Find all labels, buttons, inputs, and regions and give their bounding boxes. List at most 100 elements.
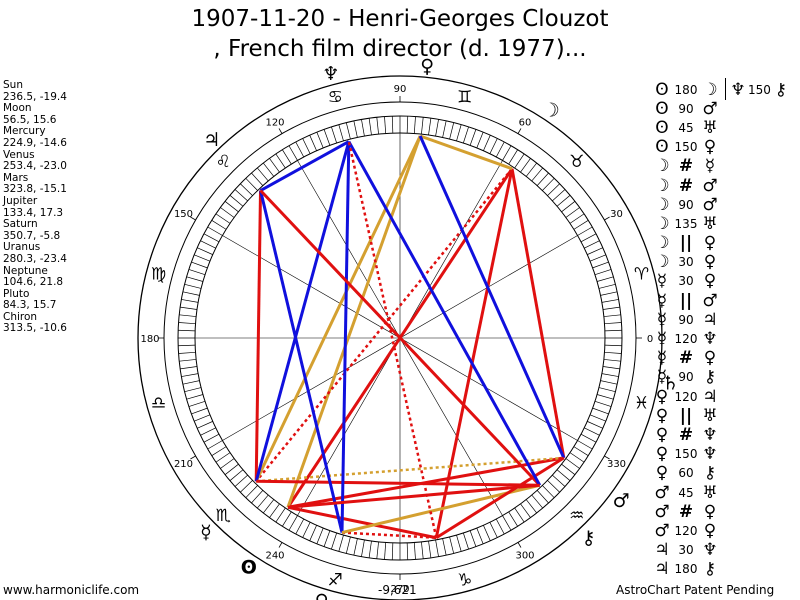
degree-tick <box>376 117 379 135</box>
degree-tick <box>502 515 512 531</box>
degree-tick <box>449 536 455 554</box>
aspect-planet-2: ♃ <box>702 386 718 407</box>
planet-position-neptune: 104.6, 21.8 <box>3 276 64 289</box>
degree-label: 300 <box>515 551 534 562</box>
aspect-planet-2: ♂ <box>702 194 718 215</box>
degree-label-tick <box>278 128 283 134</box>
degree-tick <box>580 233 597 243</box>
degree-label: 180 <box>140 334 159 345</box>
degree-tick <box>288 145 298 161</box>
degree-tick <box>600 380 618 385</box>
aspect-value: || <box>679 290 693 311</box>
degree-label: 0 <box>647 334 653 345</box>
degree-tick <box>224 201 239 213</box>
website-link[interactable]: www.harmoniclife.com <box>3 583 140 597</box>
zodiac-sign-icon: ♐ <box>328 570 343 590</box>
degree-tick <box>251 490 264 504</box>
planet-icon-uranus: ♅ <box>440 598 457 600</box>
degree-tick <box>182 291 200 296</box>
degree-tick <box>552 474 566 487</box>
planet-icon-venus: ♀ <box>315 591 329 600</box>
degree-tick <box>536 490 549 504</box>
degree-tick <box>604 344 622 347</box>
degree-label: 270 <box>390 584 409 595</box>
degree-tick <box>547 480 560 493</box>
degree-tick <box>186 276 204 282</box>
planet-name-saturn: Saturn <box>3 218 38 231</box>
degree-tick <box>323 530 331 547</box>
zodiac-sign-icon: ♒ <box>569 506 584 526</box>
patent-notice: AstroChart Patent Pending <box>616 583 775 597</box>
aspect-planet-2: ⚷ <box>703 463 717 484</box>
degree-tick <box>200 240 216 249</box>
aspect-value: 150 <box>748 82 771 97</box>
degree-tick <box>508 511 518 527</box>
aspect-planet-2: ♆ <box>702 329 718 350</box>
degree-tick <box>428 118 432 136</box>
aspect-planet-1: ♀ <box>655 405 669 426</box>
degree-tick <box>600 291 618 296</box>
degree-label: 60 <box>519 117 532 128</box>
planet-name-neptune: Neptune <box>3 264 48 277</box>
degree-tick <box>207 440 223 450</box>
aspect-value: || <box>679 405 693 426</box>
degree-tick <box>368 540 372 558</box>
degree-tick <box>345 536 351 554</box>
degree-tick <box>604 351 622 354</box>
degree-tick <box>194 414 211 422</box>
degree-tick <box>309 525 317 541</box>
degree-tick <box>406 116 409 134</box>
aspect-planet-2: ⚷ <box>703 559 717 580</box>
aspect-row: ☿ # ♀ <box>652 348 720 369</box>
degree-tick <box>421 541 424 559</box>
aspect-planet-1: ♀ <box>655 444 669 465</box>
degree-label-tick <box>278 542 283 548</box>
aspect-column-divider <box>725 78 726 100</box>
degree-tick <box>449 122 455 140</box>
aspect-value: 180 <box>674 82 698 97</box>
degree-tick <box>275 153 286 169</box>
degree-tick <box>520 158 531 173</box>
aspect-planet-2: ♀ <box>703 520 717 541</box>
degree-tick <box>338 534 344 552</box>
degree-tick <box>601 373 619 377</box>
aspect-planet-2: ☽ <box>702 79 718 100</box>
aspect-row: ☽ # ♂ <box>652 176 720 196</box>
degree-tick <box>435 539 439 557</box>
aspect-row: ♂ 45 ♅ <box>652 482 720 503</box>
degree-tick <box>188 269 206 275</box>
degree-tick <box>602 306 620 310</box>
degree-label-tick <box>517 542 522 548</box>
degree-tick <box>469 530 477 547</box>
degree-tick <box>197 247 213 255</box>
zodiac-sign-icon: ♌ <box>216 152 231 172</box>
aspect-line <box>259 189 541 487</box>
degree-tick <box>182 380 200 385</box>
aspect-planet-2: ♀ <box>703 233 717 254</box>
chart-title-line-1: 1907-11-20 - Henri-Georges Clouzot <box>191 6 609 32</box>
degree-tick <box>229 469 244 481</box>
aspect-row: ☿ 120 ♆ <box>652 329 720 350</box>
aspect-value: 150 <box>674 140 698 155</box>
degree-tick <box>188 401 206 407</box>
degree-tick <box>215 452 231 463</box>
degree-tick <box>463 532 469 550</box>
aspect-planet-2: ♅ <box>702 482 718 503</box>
degree-tick <box>203 433 220 443</box>
degree-label: 120 <box>265 117 284 128</box>
degree-tick <box>207 226 223 236</box>
degree-tick <box>584 240 600 249</box>
aspect-line <box>256 479 540 487</box>
degree-tick <box>309 135 317 151</box>
degree-tick <box>384 116 387 134</box>
degree-tick <box>331 532 337 550</box>
aspect-value: 30 <box>678 543 694 558</box>
degree-tick <box>316 527 324 544</box>
aspect-row: ♀ 120 ♃ <box>652 386 720 407</box>
degree-tick <box>587 421 603 429</box>
aspect-planet-1: ☽ <box>654 194 670 215</box>
planet-position-mars: 323.8, -15.1 <box>3 183 67 196</box>
aspect-row: ☽ 30 ♀ <box>652 252 720 272</box>
aspect-value: 135 <box>674 216 698 231</box>
aspect-planet-2: ♀ <box>703 348 717 369</box>
